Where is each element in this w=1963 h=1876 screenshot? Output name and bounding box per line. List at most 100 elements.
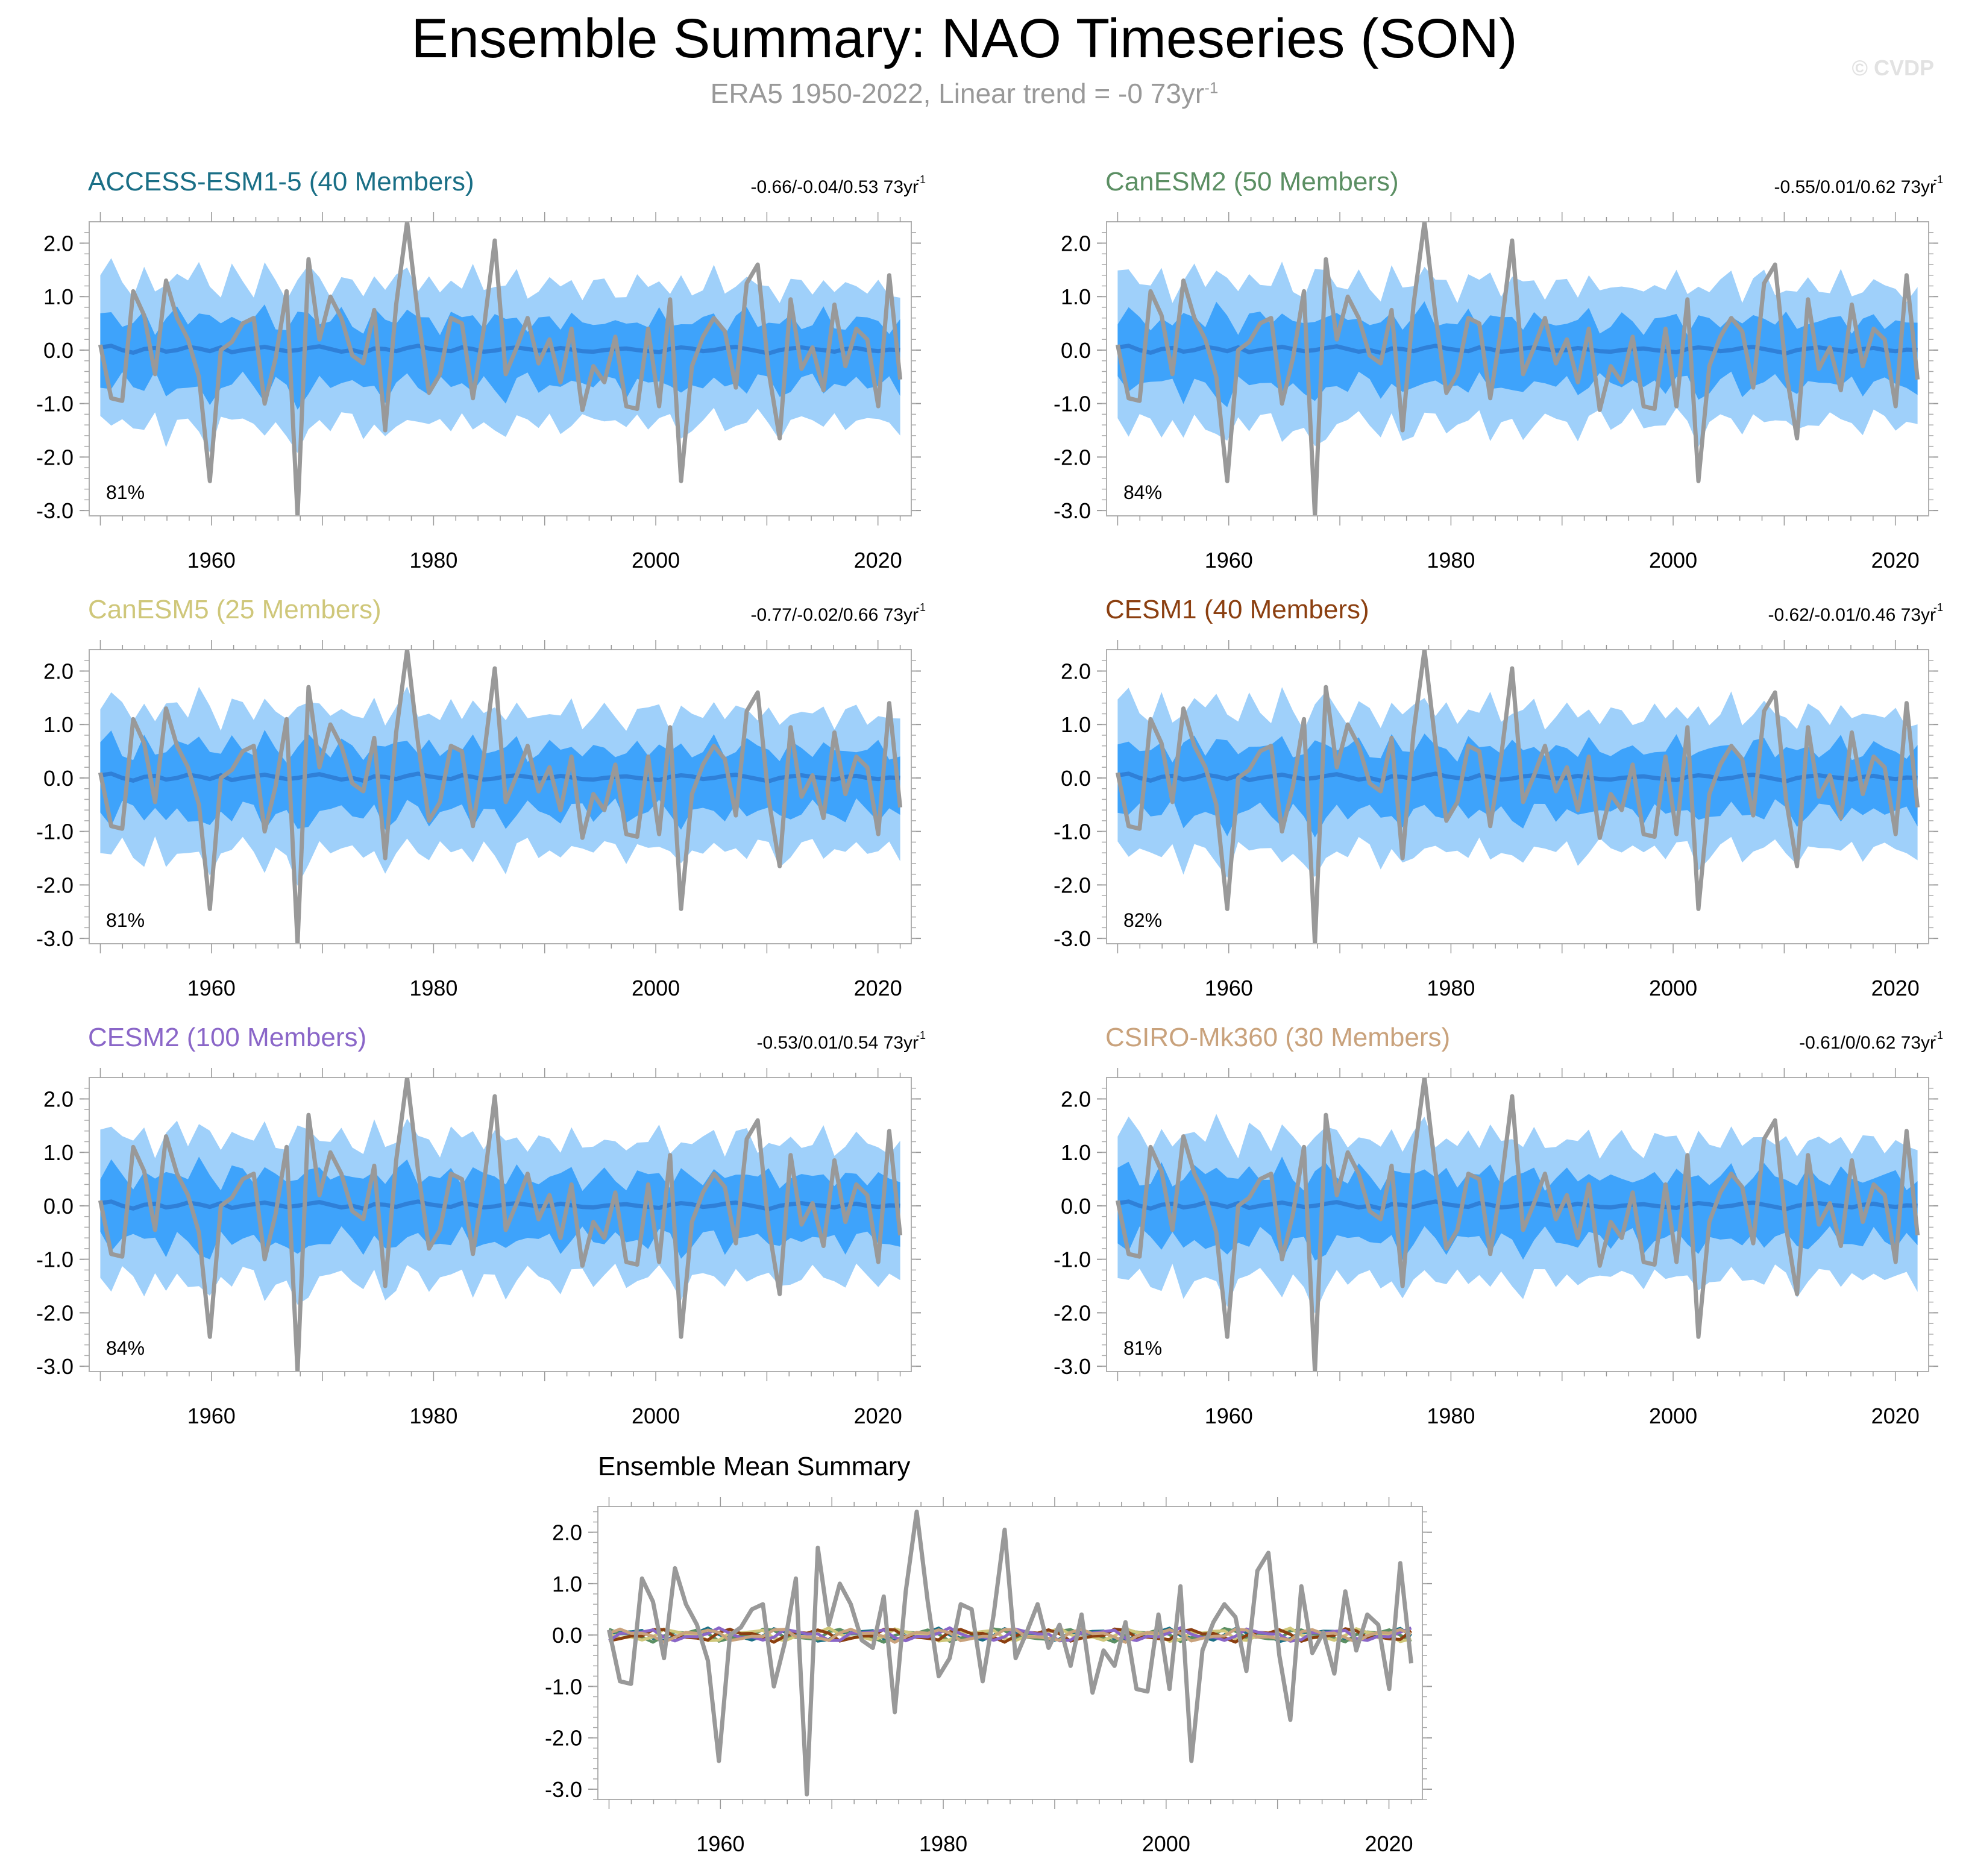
x-tick-label: 1960 — [1205, 976, 1253, 1000]
x-tick-label: 2020 — [854, 1404, 902, 1428]
y-tick-label: 2.0 — [1061, 231, 1091, 256]
x-tick-label: 1960 — [187, 1404, 236, 1428]
y-tick-label: -2.0 — [545, 1726, 582, 1751]
trend-stat-superscript: -1 — [916, 601, 926, 613]
obs-line — [607, 1510, 1413, 1796]
plot-area — [607, 1510, 1413, 1796]
x-tick-label: 2020 — [854, 976, 902, 1000]
x-tick-label: 1980 — [409, 976, 457, 1000]
y-tick-label: -1.0 — [36, 1247, 74, 1272]
y-tick-label: 1.0 — [552, 1572, 582, 1596]
subtitle-text: ERA5 1950-2022, Linear trend = -0 73yr — [710, 78, 1205, 109]
x-tick-label: 2020 — [1871, 548, 1920, 573]
x-tick-label: 2000 — [632, 548, 680, 573]
chart-panel-7: Ensemble Mean Summary 2.0 1.0 0.0 -1.0 -2.0 -3… — [545, 1452, 1432, 1856]
trend-stat: -0.77/-0.02/0.66 73yr — [750, 605, 919, 625]
trend-stat-superscript: -1 — [916, 1029, 926, 1041]
y-tick-label: 0.0 — [1061, 766, 1091, 791]
trend-stat-superscript: -1 — [1933, 174, 1943, 186]
y-tick-label: 0.0 — [1061, 338, 1091, 363]
x-tick-label: 1960 — [696, 1831, 744, 1856]
panel-title: Ensemble Mean Summary — [598, 1452, 910, 1481]
x-tick-label: 1960 — [1205, 548, 1253, 573]
plot-area — [98, 650, 903, 944]
panel-title: CanESM2 (50 Members) — [1105, 167, 1399, 196]
chart-panel-2: CanESM2 (50 Members) -0.55/0.01/0.62 73yr… — [1054, 167, 1943, 573]
x-tick-label: 2020 — [1871, 1404, 1920, 1428]
x-tick-label: 1980 — [1427, 976, 1475, 1000]
y-tick-label: 0.0 — [1061, 1194, 1091, 1219]
chart-panel-4: CESM1 (40 Members) -0.62/-0.01/0.46 73yr -… — [1054, 595, 1943, 1000]
watermark: © CVDP — [1852, 55, 1934, 80]
x-tick-label: 2020 — [1365, 1831, 1413, 1856]
x-tick-label: 1980 — [409, 548, 457, 573]
y-tick-label: -3.0 — [36, 1354, 74, 1379]
x-tick-label: 2000 — [1649, 1404, 1697, 1428]
y-tick-label: -2.0 — [1054, 873, 1091, 897]
trend-stat: -0.55/0.01/0.62 73yr — [1774, 177, 1936, 197]
panel-title: ACCESS-ESM1-5 (40 Members) — [88, 167, 474, 196]
inner-percentile-band — [100, 1156, 900, 1260]
plot-frame — [597, 1506, 1423, 1800]
obs-line — [1115, 650, 1920, 944]
trend-stat: -0.62/-0.01/0.46 73yr — [1768, 605, 1936, 625]
y-tick-label: -2.0 — [1054, 1300, 1091, 1325]
y-tick-label: 2.0 — [43, 231, 74, 256]
y-tick-label: -2.0 — [1054, 445, 1091, 469]
y-tick-label: -3.0 — [36, 926, 74, 951]
subtitle-superscript: -1 — [1204, 78, 1219, 97]
x-tick-label: 1980 — [409, 1404, 457, 1428]
y-tick-label: -3.0 — [1054, 498, 1091, 523]
trend-stat-superscript: -1 — [916, 174, 926, 186]
x-tick-label: 2020 — [1871, 976, 1920, 1000]
page-subtitle: ERA5 1950-2022, Linear trend = -0 73yr-1 — [0, 77, 1929, 110]
plot-area — [1115, 650, 1920, 944]
x-tick-label: 2000 — [632, 1404, 680, 1428]
x-tick-label: 2000 — [1649, 548, 1697, 573]
obs-line — [98, 650, 903, 944]
x-tick-label: 1980 — [1427, 1404, 1475, 1428]
y-tick-label: 0.0 — [552, 1623, 582, 1648]
y-tick-label: -2.0 — [36, 445, 74, 469]
percentile-label: 84% — [106, 1337, 145, 1359]
y-tick-label: 2.0 — [552, 1520, 582, 1545]
y-tick-label: 1.0 — [43, 712, 74, 737]
trend-stat: -0.66/-0.04/0.53 73yr — [750, 177, 919, 197]
y-tick-label: 1.0 — [1061, 1140, 1091, 1165]
y-tick-label: 1.0 — [1061, 712, 1091, 737]
y-tick-label: -1.0 — [1054, 392, 1091, 416]
x-tick-label: 2000 — [1649, 976, 1697, 1000]
x-tick-label: 1980 — [919, 1831, 967, 1856]
y-tick-label: -3.0 — [1054, 1354, 1091, 1379]
obs-line — [1115, 1078, 1920, 1372]
y-tick-label: 0.0 — [43, 766, 74, 791]
chart-panel-3: CanESM5 (25 Members) -0.77/-0.02/0.66 73y… — [36, 595, 926, 1000]
panel-title: CSIRO-Mk360 (30 Members) — [1105, 1023, 1450, 1052]
percentile-label: 81% — [1123, 1337, 1162, 1359]
obs-line — [98, 222, 903, 516]
x-tick-label: 2000 — [632, 976, 680, 1000]
inner-percentile-band — [1117, 1156, 1918, 1261]
plot-area — [1115, 1078, 1920, 1372]
y-tick-label: 2.0 — [1061, 659, 1091, 683]
chart-panel-6: CSIRO-Mk360 (30 Members) -0.61/0/0.62 73y… — [1054, 1023, 1943, 1428]
inner-percentile-band — [1117, 301, 1918, 407]
chart-panel-1: ACCESS-ESM1-5 (40 Members) -0.66/-0.04/0.… — [36, 167, 926, 573]
y-tick-label: 1.0 — [43, 1140, 74, 1165]
x-tick-label: 2000 — [1142, 1831, 1190, 1856]
page-title: Ensemble Summary: NAO Timeseries (SON) — [411, 8, 1518, 69]
y-tick-label: -3.0 — [36, 498, 74, 523]
plot-area — [98, 222, 903, 516]
y-tick-label: 0.0 — [43, 1194, 74, 1219]
y-tick-label: 1.0 — [1061, 284, 1091, 309]
y-tick-label: 1.0 — [43, 284, 74, 309]
y-tick-label: 2.0 — [43, 1087, 74, 1111]
panel-title: CESM1 (40 Members) — [1105, 595, 1369, 624]
y-tick-label: -2.0 — [36, 873, 74, 897]
y-tick-label: -1.0 — [545, 1674, 582, 1699]
x-tick-label: 1960 — [187, 976, 236, 1000]
x-tick-label: 1980 — [1427, 548, 1475, 573]
obs-line — [98, 1078, 903, 1372]
inner-percentile-band — [100, 730, 900, 831]
percentile-label: 84% — [1123, 482, 1162, 503]
